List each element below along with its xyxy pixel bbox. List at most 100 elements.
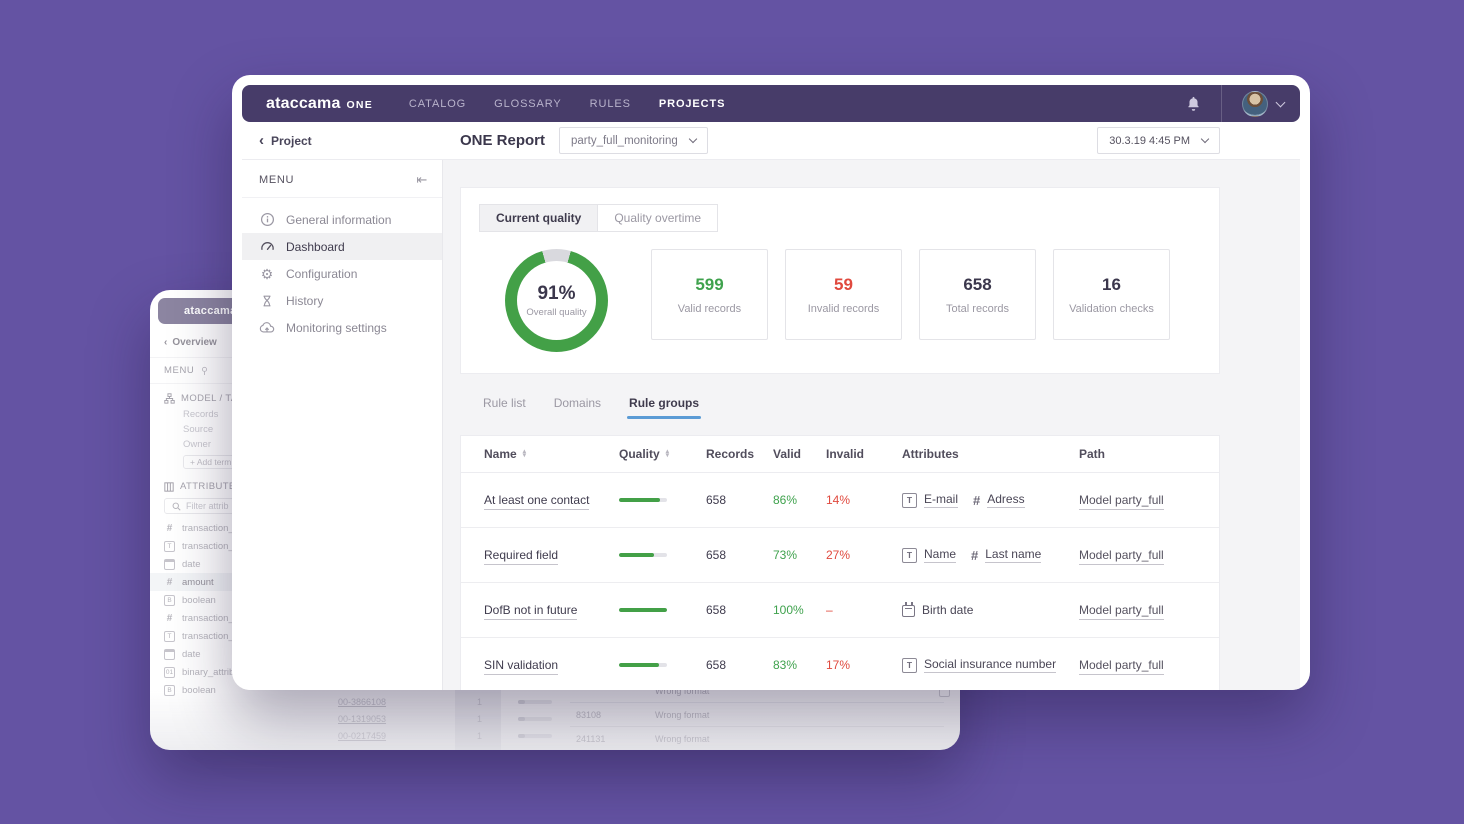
tab-current-quality[interactable]: Current quality — [479, 204, 599, 232]
valid-cell: 83% — [773, 658, 798, 672]
attribute-chip[interactable]: T E-mail — [902, 492, 959, 508]
model-field-records: Records — [183, 409, 219, 420]
quality-bar — [619, 663, 667, 667]
attributes-cell: Birth date — [902, 602, 1079, 617]
attributes-cell: T Name # Last name — [902, 547, 1079, 563]
add-term-button[interactable]: + Add term — [183, 455, 239, 469]
detail-row: Wrong format — [570, 688, 944, 702]
invalid-cell: 14% — [826, 493, 851, 507]
column-header-invalid: Invalid — [826, 447, 902, 461]
path-link[interactable]: Model party_full — [1079, 493, 1164, 510]
path-link[interactable]: Model party_full — [1079, 603, 1164, 620]
menu-label: MENU — [259, 174, 295, 186]
search-icon — [172, 502, 181, 511]
attribute-label[interactable]: Name — [924, 547, 957, 563]
sidebar-item-label: General information — [286, 212, 392, 227]
attribute-label: binary_attrib — [182, 666, 235, 678]
nav-item-catalog[interactable]: CATALOG — [408, 97, 467, 110]
stat-card-validation-checks: 16 Validation checks — [1053, 249, 1170, 340]
attribute-item-date[interactable]: date — [150, 645, 380, 663]
avatar-chevron-icon[interactable] — [1275, 97, 1286, 107]
nav-item-projects[interactable]: PROJECTS — [658, 97, 726, 110]
sidebar-item-monitoring-settings[interactable]: Monitoring settings — [242, 314, 442, 341]
model-field-owner: Owner — [183, 439, 211, 450]
sidebar-item-history[interactable]: History — [242, 287, 442, 314]
tab-rule-list[interactable]: Rule list — [483, 396, 526, 410]
attribute-chip[interactable]: T Name — [902, 547, 957, 563]
table-row: DofB not in future 658 100% – Birth date Mode… — [461, 583, 1219, 638]
rule-link[interactable]: At least one contact — [484, 493, 590, 510]
path-link[interactable]: Model party_full — [1079, 548, 1164, 565]
attributes-section-header[interactable]: ATTRIBUTES — [150, 472, 380, 495]
nav-item-glossary[interactable]: GLOSSARY — [494, 97, 562, 110]
quality-tabs: Current quality Quality overtime — [479, 204, 719, 232]
record-bar — [518, 699, 552, 704]
detail-status: Wrong format — [655, 688, 709, 696]
overall-quality-donut: 91% Overall quality — [505, 249, 608, 352]
stat-label: Total records — [946, 302, 1009, 315]
records-cell: 658 — [706, 603, 727, 617]
back-to-project-link[interactable]: ‹ Project — [259, 131, 312, 149]
table-header: Name ▴ ▾ Quality ▴ ▾ Records Valid Invalid Attrib… — [461, 436, 1219, 473]
stat-value: 599 — [695, 274, 724, 294]
rule-link[interactable]: SIN validation — [484, 658, 559, 675]
collapse-sidebar-icon[interactable]: ⇤ — [416, 172, 428, 187]
path-link[interactable]: Model party_full — [1079, 658, 1164, 675]
sidebar-item-configuration[interactable]: ⚙ Configuration — [242, 260, 442, 287]
quality-bar — [619, 608, 667, 612]
stat-value: 658 — [963, 274, 992, 294]
sidebar-item-dashboard[interactable]: Dashboard — [242, 233, 442, 260]
ataccama-logo[interactable]: ataccama ONE — [266, 94, 373, 112]
attribute-chip[interactable]: Birth date — [902, 602, 973, 617]
chevron-left-icon: ‹ — [164, 337, 168, 348]
attribute-item-date[interactable]: date — [150, 555, 380, 573]
record-id-link[interactable]: 00-0217459 — [338, 731, 453, 741]
tab-quality-overtime[interactable]: Quality overtime — [598, 204, 719, 232]
record-id-link[interactable]: 00-1319053 — [338, 714, 453, 724]
record-row: 00-13190531 — [338, 710, 552, 727]
attribute-label[interactable]: Adress — [987, 492, 1025, 508]
sort-arrows-icon[interactable]: ▴ ▾ — [522, 447, 526, 459]
boolean-icon: B — [164, 684, 175, 696]
hash-icon: # — [166, 576, 173, 588]
user-avatar[interactable] — [1242, 90, 1268, 117]
stat-value: 59 — [834, 274, 853, 294]
report-select[interactable]: party_full_monitoring — [559, 127, 708, 154]
attribute-chip[interactable]: # Last name — [971, 547, 1042, 563]
attribute-label[interactable]: Social insurance number — [924, 657, 1057, 673]
hash-icon: # — [166, 612, 173, 624]
attribute-chip[interactable]: T Social insurance number — [902, 657, 1057, 673]
attributes-cell: T Social insurance number — [902, 657, 1079, 673]
sort-arrows-icon[interactable]: ▴ ▾ — [665, 447, 669, 459]
detail-value: 241131 — [570, 734, 655, 744]
chevron-down-icon — [1200, 134, 1210, 144]
model-section-header[interactable]: MODEL / TA — [150, 384, 380, 407]
attribute-item-transaction[interactable]: # transaction_ — [150, 609, 380, 627]
date-select[interactable]: 30.3.19 4:45 PM — [1097, 127, 1220, 154]
detail-value: 83108 — [570, 710, 655, 720]
one-report-window: ataccama ONE CATALOG GLOSSARY RULES PROJECT… — [232, 75, 1310, 690]
sidebar-item-general-information[interactable]: General information — [242, 206, 442, 233]
tab-domains[interactable]: Domains — [553, 396, 602, 410]
sidebar-item-label: History — [286, 293, 324, 308]
stat-label: Valid records — [677, 302, 742, 315]
chevron-left-icon: ‹ — [259, 131, 264, 149]
attribute-label[interactable]: E-mail — [924, 492, 959, 508]
back-logo: ataccama — [184, 305, 237, 317]
nav-item-rules[interactable]: RULES — [589, 97, 631, 110]
rule-link[interactable]: Required field — [484, 548, 559, 565]
attribute-chip[interactable]: # Adress — [973, 492, 1025, 508]
record-id-link[interactable]: 00-3866108 — [338, 697, 453, 707]
cloud-icon — [259, 321, 275, 334]
column-header-path: Path — [1079, 447, 1219, 461]
tab-rule-groups[interactable]: Rule groups — [627, 396, 702, 419]
bell-icon[interactable] — [1186, 96, 1201, 112]
attribute-label[interactable]: Last name — [985, 547, 1042, 563]
attribute-item-binary-attrib[interactable]: 01 binary_attrib — [150, 663, 380, 681]
attribute-item-transaction[interactable]: # transaction_ — [150, 519, 380, 537]
rule-link[interactable]: DofB not in future — [484, 603, 578, 620]
